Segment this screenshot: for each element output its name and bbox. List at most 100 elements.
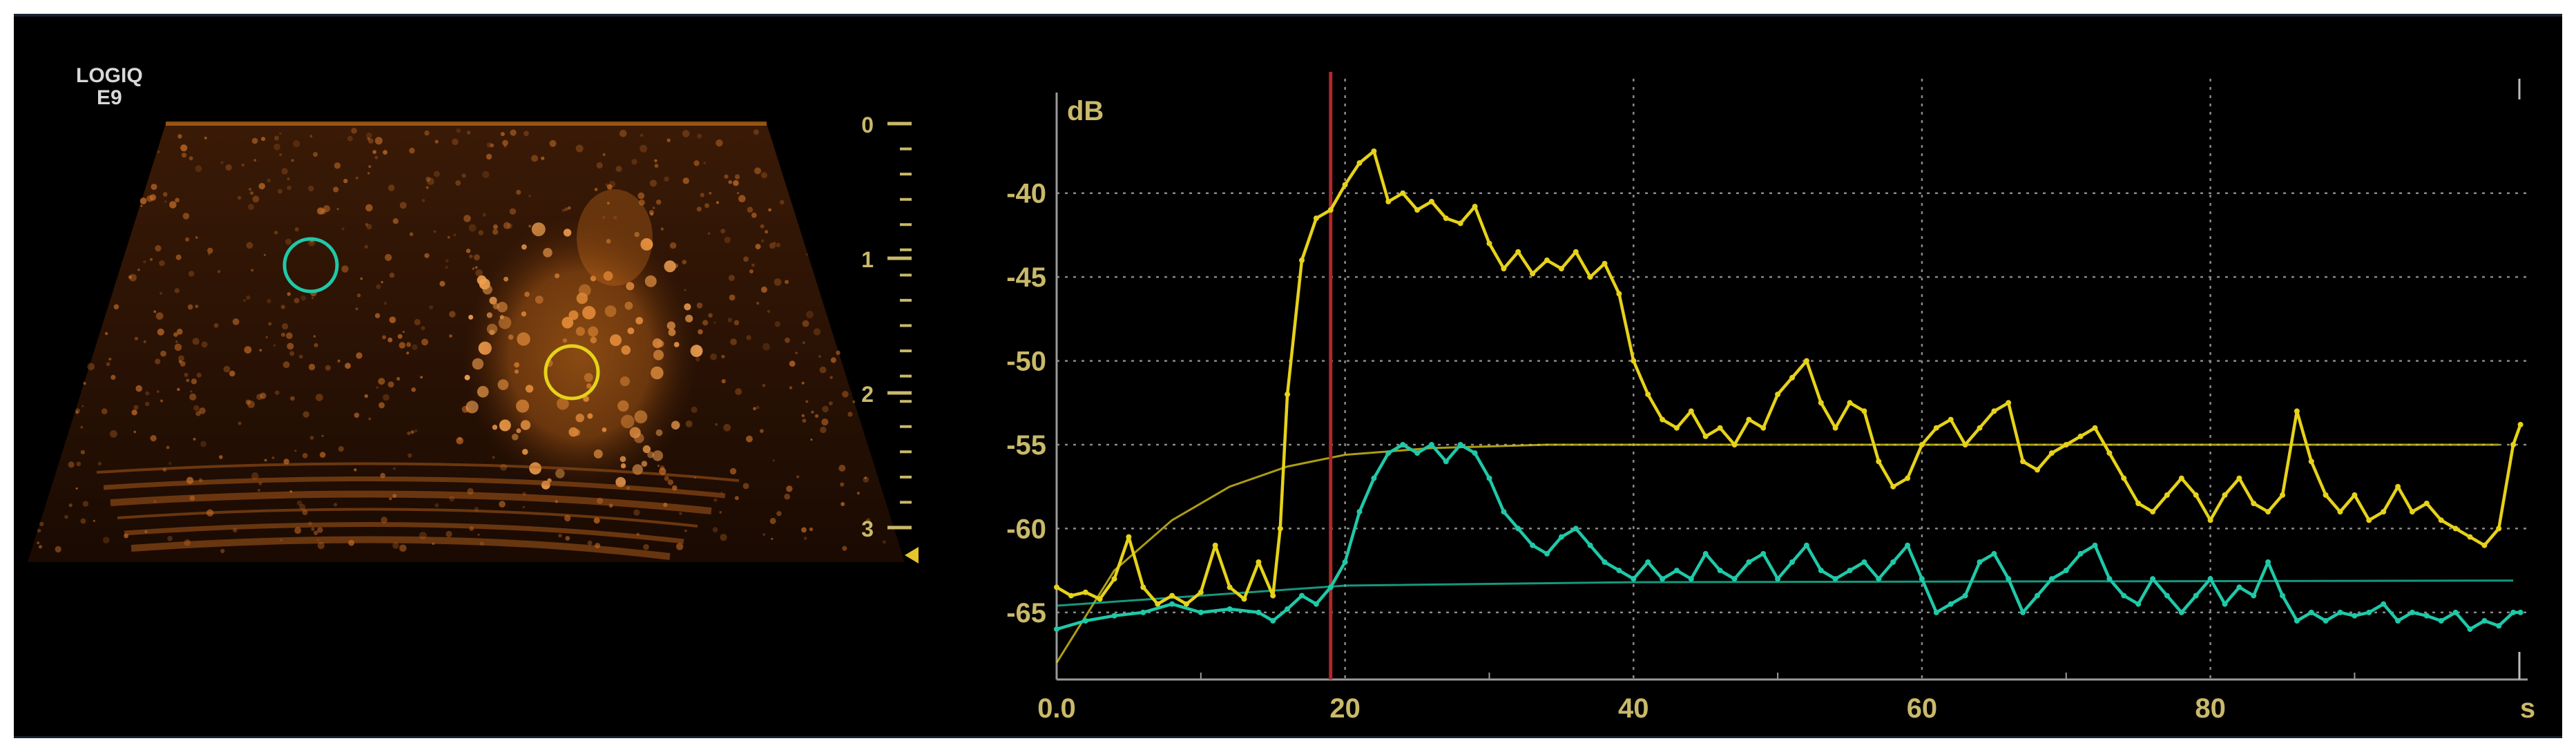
series-point-0 [1371,148,1377,154]
series-point-1 [1299,592,1305,599]
series-point-1 [2423,613,2430,619]
speckle-dot [472,267,475,270]
speckle-dot [347,135,353,142]
speckle-dot [242,299,247,302]
speckle-dot [389,497,392,501]
speckle-dot [153,500,157,503]
speckle-dot [747,206,753,213]
speckle-dot [707,232,711,235]
speckle-dot [502,139,508,146]
speckle-dot [445,259,449,262]
speckle-dot [467,488,474,495]
series-point-0 [1277,526,1283,532]
speckle-dot [762,533,766,537]
speckle-dot [106,362,110,367]
series-point-0 [2063,442,2069,447]
series-point-0 [1631,358,1637,364]
speckle-dot [164,200,167,203]
series-point-1 [1573,526,1579,532]
speckle-dot [523,131,529,137]
speckle-dot [334,162,341,169]
speckle-dot [387,337,393,343]
speckle-dot [410,232,414,236]
speckle-dot [145,391,150,396]
speckle-dot [76,461,81,467]
series-point-1 [1111,613,1117,619]
speckle-dot [167,536,173,541]
speckle-dot [153,310,157,314]
speckle-dot [383,302,387,305]
series-point-1 [1515,526,1521,532]
speckle-dot [39,521,44,526]
series-point-1 [1631,576,1637,582]
speckle-dot [637,192,645,200]
speckle-dot [743,256,749,262]
series-point-0 [1962,442,1968,447]
speckle-dot [463,215,471,222]
speckle-dot [865,518,871,523]
speckle-dot [749,269,753,273]
series-point-0 [1660,416,1666,423]
series-point-0 [2366,517,2372,523]
speckle-dot [196,372,202,378]
speckle-dot [193,405,200,412]
series-point-1 [2294,618,2300,624]
speckle-dot [134,336,138,340]
speckle-dot [595,543,601,549]
series-point-0 [1558,266,1564,271]
series-point-0 [1905,475,1911,481]
speckle-dot [863,476,869,483]
speckle-dot [468,224,477,232]
series-point-0 [2409,509,2415,515]
speckle-dot [267,178,271,183]
series-point-1 [2452,609,2459,615]
speckle-dot [232,318,240,325]
tissue-band [96,462,740,482]
speckle-dot [279,153,282,157]
speckle-dot [445,530,452,538]
speckle-dot [308,363,316,371]
series-point-1 [1558,534,1564,540]
speckle-dot [174,343,182,351]
speckle-dot [753,129,759,135]
speckle-dot [93,519,95,522]
speckle-dot [334,503,338,507]
series-point-1 [1991,550,1997,557]
speckle-dot [313,335,316,338]
speckle-dot [287,343,294,350]
speckle-dot [522,505,526,509]
speckle-dot [273,231,278,235]
speckle-dot [187,304,193,310]
speckle-dot [217,269,221,273]
speckle-dot [432,542,434,546]
series-point-0 [1501,266,1507,271]
speckle-dot [247,204,254,211]
series-point-1 [1688,576,1694,582]
speckle-dot [838,465,846,472]
focus-marker-icon[interactable] [905,547,919,563]
speckle-dot [160,350,166,357]
series-point-0 [2510,442,2517,447]
roi-circle-yellow[interactable] [544,344,600,401]
series-point-0 [1285,392,1291,398]
speckle-dot [251,472,259,480]
speckle-dot [186,539,189,543]
speckle-dot [447,235,450,239]
speckle-dot [268,322,272,326]
speckle-dot [710,353,717,360]
device-brand: LOGIQ E9 [76,65,143,109]
speckle-dot [769,517,776,524]
speckle-dot [789,360,796,367]
x-tick-label: 40 [1618,693,1649,724]
series-point-0 [1140,584,1146,590]
x-tick-label: 80 [2195,693,2226,724]
speckle-dot [420,376,423,379]
speckle-dot [143,260,146,264]
speckle-dot [407,453,412,458]
roi-circle-cyan[interactable] [282,237,339,293]
speckle-dot [257,489,260,492]
speckle-dot [189,393,197,401]
speckle-dot [397,334,403,339]
x-tick-label: 20 [1329,693,1361,724]
speckle-dot [389,316,396,324]
